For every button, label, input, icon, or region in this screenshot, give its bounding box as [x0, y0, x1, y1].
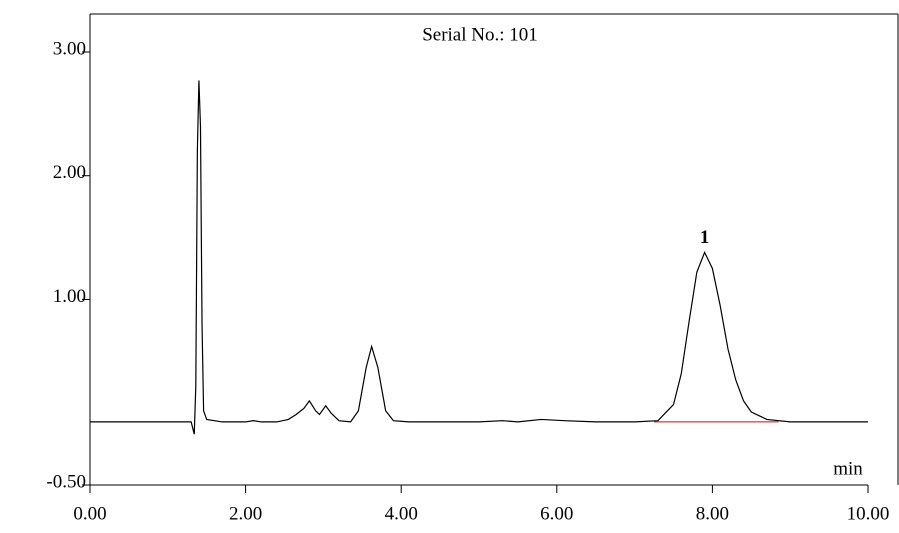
- y-tick-label: 1.00: [53, 286, 86, 307]
- y-tick-label: -0.50: [46, 471, 86, 492]
- y-tick-label: 2.00: [53, 162, 86, 183]
- y-tick-label: 3.00: [53, 38, 86, 59]
- x-tick-label: 4.00: [385, 503, 418, 524]
- peak-label: 1: [700, 227, 710, 248]
- x-tick-label: 2.00: [229, 503, 262, 524]
- trace: [90, 80, 868, 435]
- x-tick-label: 8.00: [696, 503, 729, 524]
- x-axis-label: min: [833, 458, 863, 479]
- x-tick-label: 6.00: [540, 503, 573, 524]
- chart-title: Serial No.: 101: [422, 24, 538, 45]
- x-tick-label: 0.00: [73, 503, 106, 524]
- x-tick-label: 10.00: [847, 503, 890, 524]
